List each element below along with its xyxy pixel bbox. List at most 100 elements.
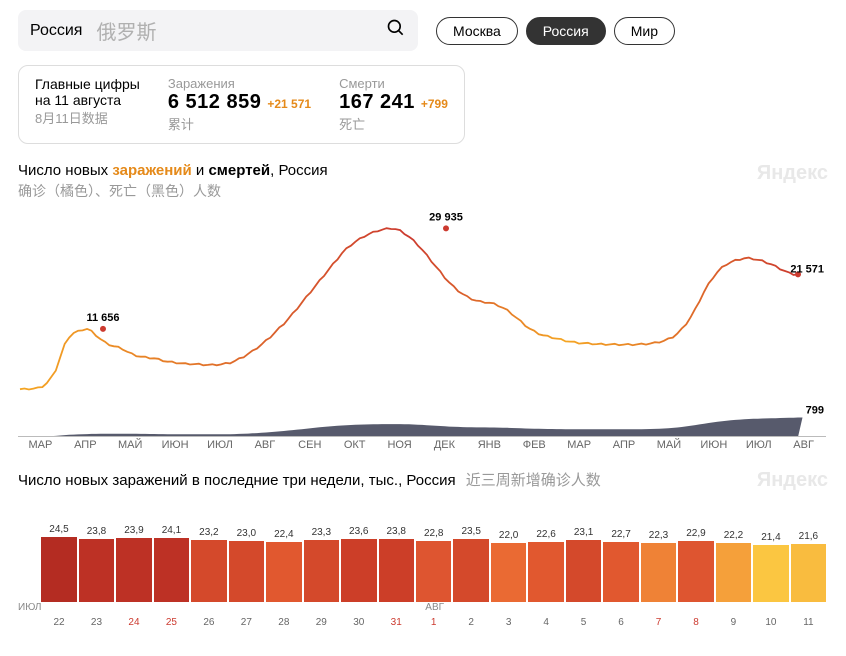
bar-col: 22,6 [528,529,563,602]
bar-col: 23,3 [304,527,339,602]
bar-title-ru: Число новых заражений в последние три не… [18,472,456,489]
x-label: МАР [557,439,602,451]
stats-cases: Заражения 6 512 859 +21 571 累计 [168,76,311,133]
svg-text:21 571: 21 571 [790,263,824,275]
bar-x-label: 28 [266,617,301,628]
x-label: ИЮЛ [198,439,243,451]
x-label: ИЮН [691,439,736,451]
bar-col: 23,2 [191,527,226,602]
bar [304,540,339,602]
svg-text:799: 799 [806,404,824,416]
line-chart-section: Яндекс Число новых заражений и смертей, … [18,162,828,451]
bar-chart-section: Яндекс Число новых заражений в последние… [18,469,828,628]
bar-value: 23,0 [237,528,256,539]
headline-ru: Главные цифры [35,76,140,92]
bar-month-left: ИЮЛ [18,602,41,613]
watermark: Яндекс [757,162,828,185]
bar-x-labels: 222324252627282930311234567891011 [18,617,826,628]
t5: , Россия [270,162,328,179]
bar-x-label: 27 [229,617,264,628]
x-label: ЯНВ [467,439,512,451]
bar [566,540,601,602]
bar-col: 21,6 [791,531,826,602]
bar [79,539,114,603]
bar-col: 22,0 [491,530,526,602]
search-placeholder: 俄罗斯 [96,16,386,45]
bar [491,543,526,602]
bar-col: 23,5 [453,526,488,602]
bar-title-cn: 近三周新增确诊人数 [466,472,601,489]
bar-value: 23,8 [87,526,106,537]
bar-chart-title: Число новых заражений в последние три не… [18,469,828,490]
pill-Мир[interactable]: Мир [614,17,675,45]
bar [528,542,563,602]
bar-x-label: 10 [753,617,788,628]
bar-x-label: 8 [678,617,713,628]
x-label: ИЮЛ [736,439,781,451]
bar [641,543,676,603]
search-box[interactable]: Россия 俄罗斯 [18,10,418,51]
bar-value: 22,2 [724,530,743,541]
line-chart-subtitle: 确诊（橘色）、死亡（黑色）人数 [18,181,828,201]
region-pills: Москва Россия Мир [436,17,675,45]
bar-col: 22,2 [716,530,751,602]
bar-col: 22,8 [416,528,451,602]
headline-cn: 8月11日数据 [35,108,140,127]
bar-col: 22,3 [641,530,676,603]
x-label: НОЯ [377,439,422,451]
bar-value: 23,3 [312,527,331,538]
pill-Москва[interactable]: Москва [436,17,518,45]
bar [229,541,264,602]
bar-x-label: 23 [79,617,114,628]
x-label: МАЙ [646,439,691,451]
bar-x-label: 2 [453,617,488,628]
bar [753,545,788,602]
bar [791,544,826,602]
t3: и [192,162,209,179]
bar [453,539,488,602]
bar-col: 23,1 [566,527,601,602]
cases-delta: +21 571 [267,97,311,111]
bar-col: 23,9 [116,525,151,602]
svg-text:11 656: 11 656 [86,312,119,324]
bar-col: 22,9 [678,528,713,602]
x-label: АВГ [242,439,287,451]
line-chart: 11 65629 93521 571799 [18,207,826,437]
bar-value: 23,5 [461,526,480,537]
bar-value: 22,6 [536,529,555,540]
x-label: ФЕВ [512,439,557,451]
bar-x-label: 30 [341,617,376,628]
bar-col: 24,1 [154,525,189,602]
line-chart-x-labels: МАРАПРМАЙИЮНИЮЛАВГСЕНОКТНОЯДЕКЯНВФЕВМАРА… [18,439,826,451]
cases-label: Заражения [168,76,311,91]
search-title: Россия [30,22,82,40]
bar [191,540,226,602]
search-icon[interactable] [386,18,406,43]
bar-value: 21,6 [799,531,818,542]
bar-value: 23,9 [124,525,143,536]
bar-x-label: 24 [116,617,151,628]
bar-x-label: 31 [379,617,414,628]
line-chart-title: Число новых заражений и смертей, Россия [18,162,828,179]
bar [266,542,301,602]
x-label: ДЕК [422,439,467,451]
t4: смертей [208,162,270,179]
deaths-value: 167 241 [339,91,415,114]
bar-x-label: 11 [791,617,826,628]
bars: 24,523,823,924,123,223,022,423,323,623,8… [18,502,826,602]
bar [41,537,76,602]
bar-x-label: 7 [641,617,676,628]
bar-x-label: 4 [528,617,563,628]
bar [716,543,751,602]
bar-value: 23,1 [574,527,593,538]
bar-col: 22,4 [266,529,301,602]
x-label: СЕН [287,439,332,451]
bar-x-label: 1 [416,617,451,628]
bar-value: 22,8 [424,528,443,539]
watermark-2: Яндекс [757,469,828,492]
pill-Россия[interactable]: Россия [526,17,606,45]
stats-box: Главные цифры на 11 августа 8月11日数据 Зара… [18,65,465,144]
x-label: АПР [63,439,108,451]
bar-month-right: АВГ [417,602,452,613]
bar-value: 22,7 [611,529,630,540]
